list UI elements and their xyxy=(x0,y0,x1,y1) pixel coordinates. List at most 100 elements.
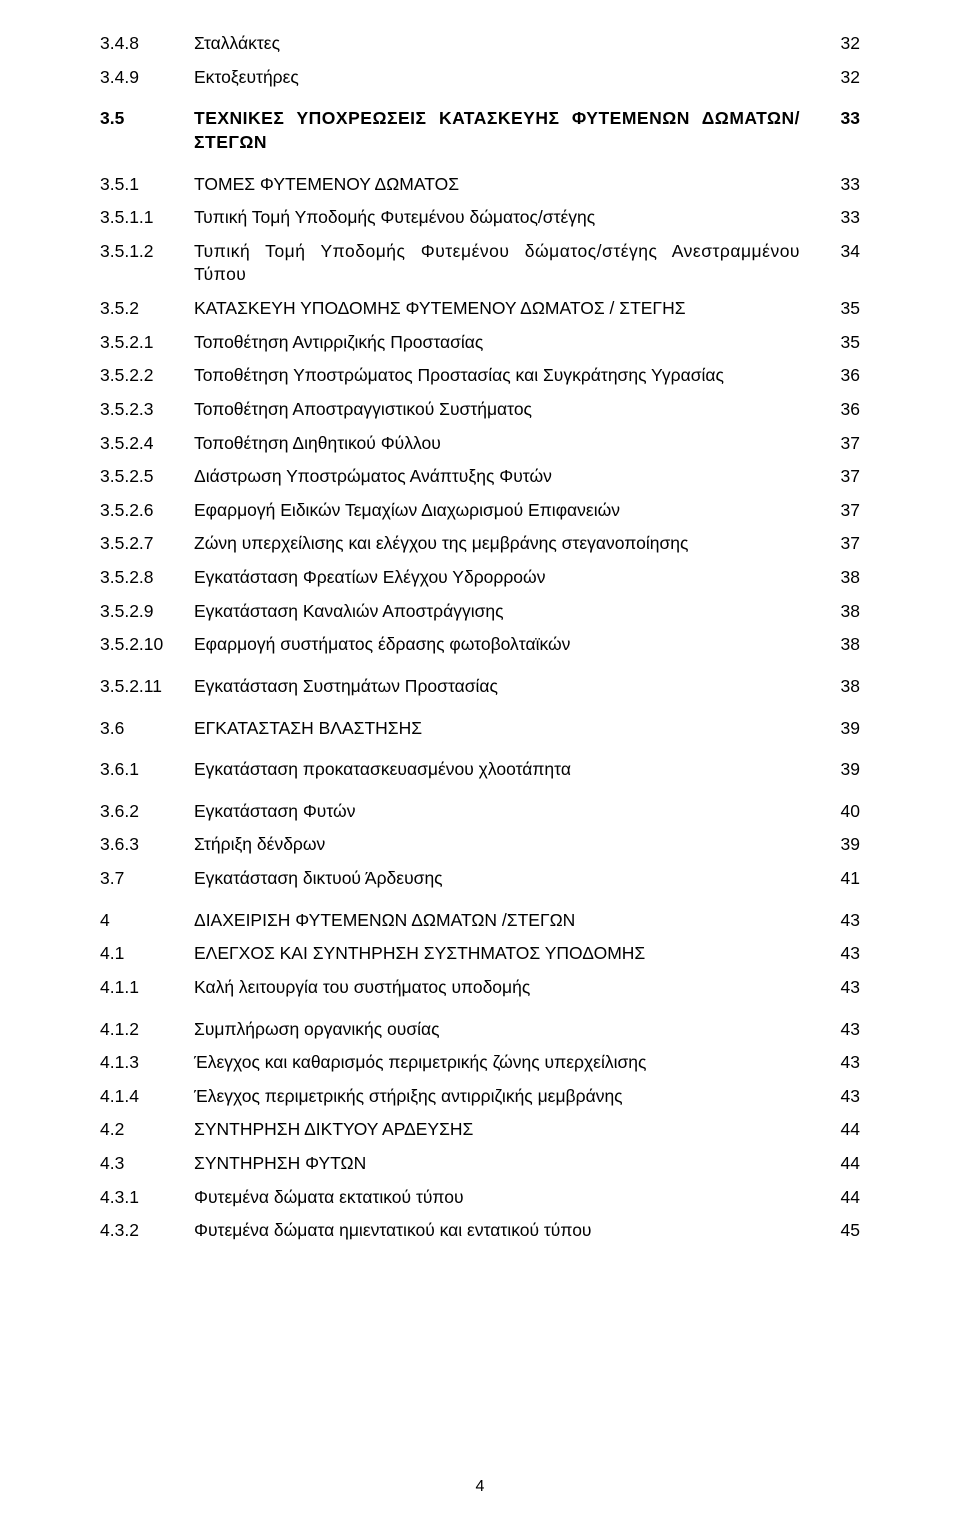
toc-section-title: ΕΛΕΓΧΟΣ ΚΑΙ ΣΥΝΤΗΡΗΣΗ ΣΥΣΤΗΜΑΤΟΣ ΥΠΟΔΟΜΗ… xyxy=(194,942,820,966)
toc-section-title: Εγκατάσταση δικτυού Άρδευσης xyxy=(194,867,820,891)
toc-row: 4.1ΕΛΕΓΧΟΣ ΚΑΙ ΣΥΝΤΗΡΗΣΗ ΣΥΣΤΗΜΑΤΟΣ ΥΠΟΔ… xyxy=(100,942,860,966)
toc-section-number: 3.5.2.11 xyxy=(100,675,194,699)
toc-row: 3.5.2.8Εγκατάσταση Φρεατίων Ελέγχου Υδρο… xyxy=(100,566,860,590)
toc-section-number: 3.5 xyxy=(100,107,194,154)
toc-section-title: ΕΓΚΑΤΑΣΤΑΣΗ ΒΛΑΣΤΗΣΗΣ xyxy=(194,717,820,741)
toc-row: 3.7Εγκατάσταση δικτυού Άρδευσης41 xyxy=(100,867,860,891)
toc-row: 3.6ΕΓΚΑΤΑΣΤΑΣΗ ΒΛΑΣΤΗΣΗΣ39 xyxy=(100,717,860,741)
page-number: 4 xyxy=(0,1478,960,1496)
toc-row: 3.5.2.2Τοποθέτηση Υποστρώματος Προστασία… xyxy=(100,364,860,388)
toc-section-title: Στήριξη δένδρων xyxy=(194,833,820,857)
toc-section-title: Διάστρωση Υποστρώματος Ανάπτυξης Φυτών xyxy=(194,465,820,489)
toc-page-number: 33 xyxy=(820,206,860,230)
toc-section-title: Εφαρμογή συστήματος έδρασης φωτοβολταϊκώ… xyxy=(194,633,820,657)
toc-page-number: 44 xyxy=(820,1118,860,1142)
toc-section-title: Φυτεμένα δώματα εκτατικού τύπου xyxy=(194,1186,820,1210)
toc-section-title: Εγκατάσταση Φυτών xyxy=(194,800,820,824)
toc-row: 3.5.2.5Διάστρωση Υποστρώματος Ανάπτυξης … xyxy=(100,465,860,489)
toc-page-number: 33 xyxy=(820,107,860,154)
toc-page-number: 39 xyxy=(820,758,860,782)
toc-section-number: 3.5.2.5 xyxy=(100,465,194,489)
toc-row: 3.5.1.2Τυπική Τομή Υποδομής Φυτεμένου δώ… xyxy=(100,240,860,287)
toc-row: 4.1.4Έλεγχος περιμετρικής στήριξης αντιρ… xyxy=(100,1085,860,1109)
toc-section-title: Εκτοξευτήρες xyxy=(194,66,820,90)
toc-page-number: 38 xyxy=(820,633,860,657)
toc-section-number: 3.5.2.7 xyxy=(100,532,194,556)
toc-section-title: Φυτεμένα δώματα ημιεντατικού και εντατικ… xyxy=(194,1219,820,1243)
toc-section-number: 3.5.1.2 xyxy=(100,240,194,287)
toc-section-number: 3.5.2.2 xyxy=(100,364,194,388)
toc-page-number: 43 xyxy=(820,909,860,933)
toc-section-number: 4.1.4 xyxy=(100,1085,194,1109)
toc-page-number: 32 xyxy=(820,32,860,56)
toc-section-number: 4.1.1 xyxy=(100,976,194,1000)
toc-page-number: 37 xyxy=(820,465,860,489)
toc-row: 4.2ΣΥΝΤΗΡΗΣΗ ΔΙΚΤΥΟΥ ΑΡΔΕΥΣΗΣ44 xyxy=(100,1118,860,1142)
toc-section-title: ΔΙΑΧΕΙΡΙΣΗ ΦΥΤΕΜΕΝΩΝ ΔΩΜΑΤΩΝ /ΣΤΕΓΩΝ xyxy=(194,909,820,933)
toc-row: 4.1.2Συμπλήρωση οργανικής ουσίας43 xyxy=(100,1018,860,1042)
toc-section-number: 3.5.2.1 xyxy=(100,331,194,355)
toc-row: 3.5.2.1Τοποθέτηση Αντιρριζικής Προστασία… xyxy=(100,331,860,355)
table-of-contents: 3.4.8Σταλλάκτες323.4.9Εκτοξευτήρες323.5Τ… xyxy=(100,32,860,1243)
toc-row: 3.5.1.1Τυπική Τομή Υποδομής Φυτεμένου δώ… xyxy=(100,206,860,230)
toc-row: 3.6.1Eγκατάσταση προκατασκευασμένου χλοο… xyxy=(100,758,860,782)
toc-page-number: 36 xyxy=(820,364,860,388)
toc-page-number: 34 xyxy=(820,240,860,287)
toc-section-title: ΣΥΝΤΗΡΗΣΗ ΔΙΚΤΥΟΥ ΑΡΔΕΥΣΗΣ xyxy=(194,1118,820,1142)
toc-row: 3.5ΤΕΧΝΙΚΕΣ ΥΠΟΧΡΕΩΣΕΙΣ ΚΑΤΑΣΚΕΥΗΣ ΦΥΤΕΜ… xyxy=(100,107,860,154)
toc-row: 3.5.2.4Τοποθέτηση Διηθητικού Φύλλου37 xyxy=(100,432,860,456)
toc-row: 3.4.9Εκτοξευτήρες32 xyxy=(100,66,860,90)
toc-section-title: Τοποθέτηση Διηθητικού Φύλλου xyxy=(194,432,820,456)
toc-row: 3.5.1ΤΟΜΕΣ ΦΥΤΕΜΕΝΟΥ ΔΩΜΑΤΟΣ33 xyxy=(100,173,860,197)
toc-row: 3.5.2.7Ζώνη υπερχείλισης και ελέγχου της… xyxy=(100,532,860,556)
toc-page-number: 43 xyxy=(820,942,860,966)
toc-section-number: 4.1.2 xyxy=(100,1018,194,1042)
toc-page-number: 38 xyxy=(820,566,860,590)
toc-page-number: 39 xyxy=(820,717,860,741)
page: 3.4.8Σταλλάκτες323.4.9Εκτοξευτήρες323.5Τ… xyxy=(0,0,960,1524)
toc-row: 4.3ΣΥΝΤΗΡΗΣΗ ΦΥΤΩΝ44 xyxy=(100,1152,860,1176)
toc-section-title: Εγκατάσταση Φρεατίων Ελέγχου Υδρορροών xyxy=(194,566,820,590)
toc-page-number: 38 xyxy=(820,600,860,624)
toc-page-number: 39 xyxy=(820,833,860,857)
toc-page-number: 37 xyxy=(820,532,860,556)
toc-page-number: 44 xyxy=(820,1152,860,1176)
toc-page-number: 37 xyxy=(820,499,860,523)
toc-row: 3.5.2.10Εφαρμογή συστήματος έδρασης φωτο… xyxy=(100,633,860,657)
toc-section-title: Συμπλήρωση οργανικής ουσίας xyxy=(194,1018,820,1042)
toc-section-title: Εγκατάσταση Συστημάτων Προστασίας xyxy=(194,675,820,699)
toc-section-number: 3.5.1.1 xyxy=(100,206,194,230)
toc-section-title: ΤΕΧΝΙΚΕΣ ΥΠΟΧΡΕΩΣΕΙΣ ΚΑΤΑΣΚΕΥΗΣ ΦΥΤΕΜΕΝΩ… xyxy=(194,107,820,154)
toc-page-number: 35 xyxy=(820,331,860,355)
toc-section-title: Τοποθέτηση Αποστραγγιστικού Συστήματος xyxy=(194,398,820,422)
toc-section-number: 3.5.2.6 xyxy=(100,499,194,523)
toc-section-title: ΣΥΝΤΗΡΗΣΗ ΦΥΤΩΝ xyxy=(194,1152,820,1176)
toc-page-number: 43 xyxy=(820,1085,860,1109)
toc-page-number: 40 xyxy=(820,800,860,824)
toc-section-number: 3.5.2.9 xyxy=(100,600,194,624)
toc-page-number: 33 xyxy=(820,173,860,197)
toc-row: 4.1.3Έλεγχος και καθαρισμός περιμετρικής… xyxy=(100,1051,860,1075)
toc-section-number: 4.3.2 xyxy=(100,1219,194,1243)
toc-section-title: ΚΑΤΑΣΚΕΥΗ ΥΠΟΔΟΜΗΣ ΦΥΤΕΜΕΝΟΥ ΔΩΜΑΤΟΣ / Σ… xyxy=(194,297,820,321)
toc-section-number: 3.6.1 xyxy=(100,758,194,782)
toc-section-title: Eγκατάσταση προκατασκευασμένου χλοοτάπητ… xyxy=(194,758,820,782)
toc-page-number: 35 xyxy=(820,297,860,321)
toc-section-title: Έλεγχος και καθαρισμός περιμετρικής ζώνη… xyxy=(194,1051,820,1075)
toc-section-title: Καλή λειτουργία του συστήματος υποδομής xyxy=(194,976,820,1000)
toc-section-title: Έλεγχος περιμετρικής στήριξης αντιρριζικ… xyxy=(194,1085,820,1109)
toc-page-number: 45 xyxy=(820,1219,860,1243)
toc-row: 3.5.2.6Εφαρμογή Ειδικών Τεμαχίων Διαχωρι… xyxy=(100,499,860,523)
toc-section-number: 3.5.2 xyxy=(100,297,194,321)
toc-section-number: 3.7 xyxy=(100,867,194,891)
toc-section-number: 4.3.1 xyxy=(100,1186,194,1210)
toc-section-number: 3.6 xyxy=(100,717,194,741)
toc-section-title: Τυπική Τομή Υποδομής Φυτεμένου δώματος/σ… xyxy=(194,206,820,230)
toc-page-number: 43 xyxy=(820,1018,860,1042)
toc-row: 4.1.1Καλή λειτουργία του συστήματος υποδ… xyxy=(100,976,860,1000)
toc-section-title: Εφαρμογή Ειδικών Τεμαχίων Διαχωρισμού Επ… xyxy=(194,499,820,523)
toc-row: 3.5.2.3Τοποθέτηση Αποστραγγιστικού Συστή… xyxy=(100,398,860,422)
toc-page-number: 32 xyxy=(820,66,860,90)
toc-page-number: 43 xyxy=(820,976,860,1000)
toc-section-number: 3.5.2.3 xyxy=(100,398,194,422)
